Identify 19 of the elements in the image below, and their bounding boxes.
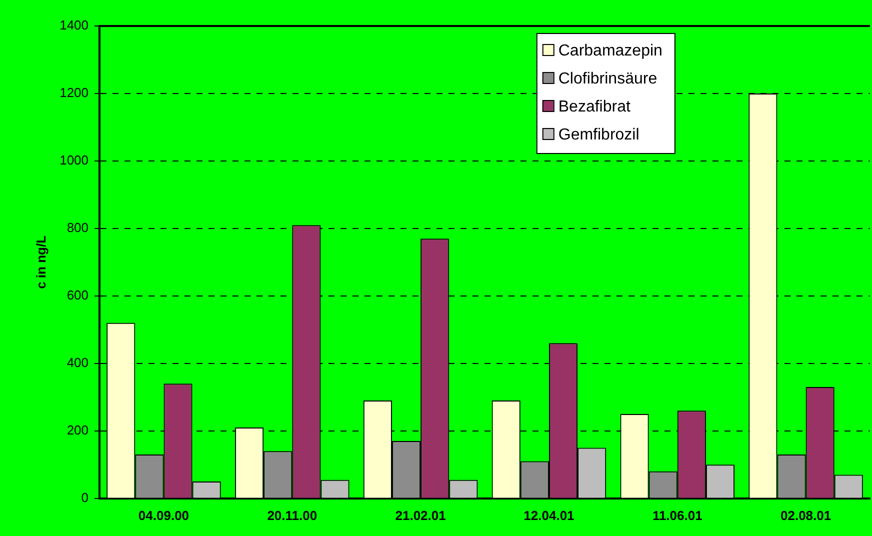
x-tick-label: 02.08.01 [780, 508, 832, 523]
y-tick-label: 400 [66, 355, 89, 370]
x-tick-label: 04.09.00 [138, 508, 190, 523]
y-axis-title: c in ng/L [33, 235, 48, 289]
x-tick-label: 12.04.01 [524, 508, 574, 523]
y-tick-label: 200 [66, 422, 89, 438]
y-tick-label: 0 [81, 490, 89, 505]
x-tick-label: 11.06.01 [652, 508, 702, 523]
legend-label: Clofibrinsäure [558, 70, 658, 88]
y-tick-label: 800 [66, 220, 89, 236]
y-tick-label: 1400 [60, 18, 89, 33]
y-tick-label: 600 [66, 288, 89, 303]
x-tick-label: 21.02.01 [395, 508, 446, 523]
y-tick-label: 1200 [60, 85, 89, 100]
legend-label: Bezafibrat [558, 98, 631, 116]
x-tick-label: 20.11.00 [267, 508, 318, 523]
y-tick-label: 1000 [60, 152, 89, 168]
legend-label: Carbamazepin [558, 42, 662, 60]
legend-label: Gemfibrozil [558, 126, 640, 144]
